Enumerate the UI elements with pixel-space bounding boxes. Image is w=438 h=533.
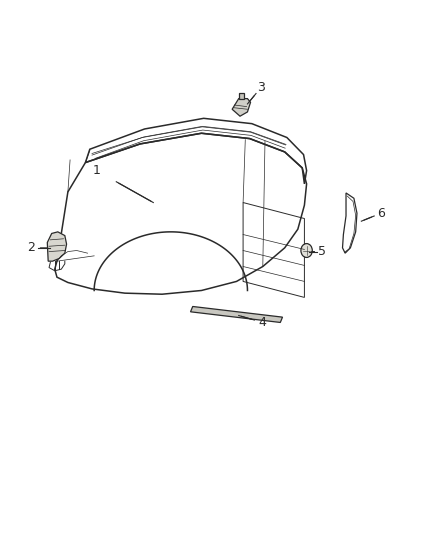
Polygon shape [191, 306, 283, 322]
Text: 6: 6 [377, 207, 385, 220]
Circle shape [301, 244, 312, 257]
Text: 2: 2 [27, 241, 35, 254]
Polygon shape [232, 99, 251, 116]
Polygon shape [239, 93, 244, 99]
Polygon shape [47, 232, 67, 261]
Text: 5: 5 [318, 245, 326, 258]
Text: 3: 3 [257, 82, 265, 94]
Text: 1: 1 [92, 164, 100, 177]
Text: 4: 4 [259, 316, 267, 329]
